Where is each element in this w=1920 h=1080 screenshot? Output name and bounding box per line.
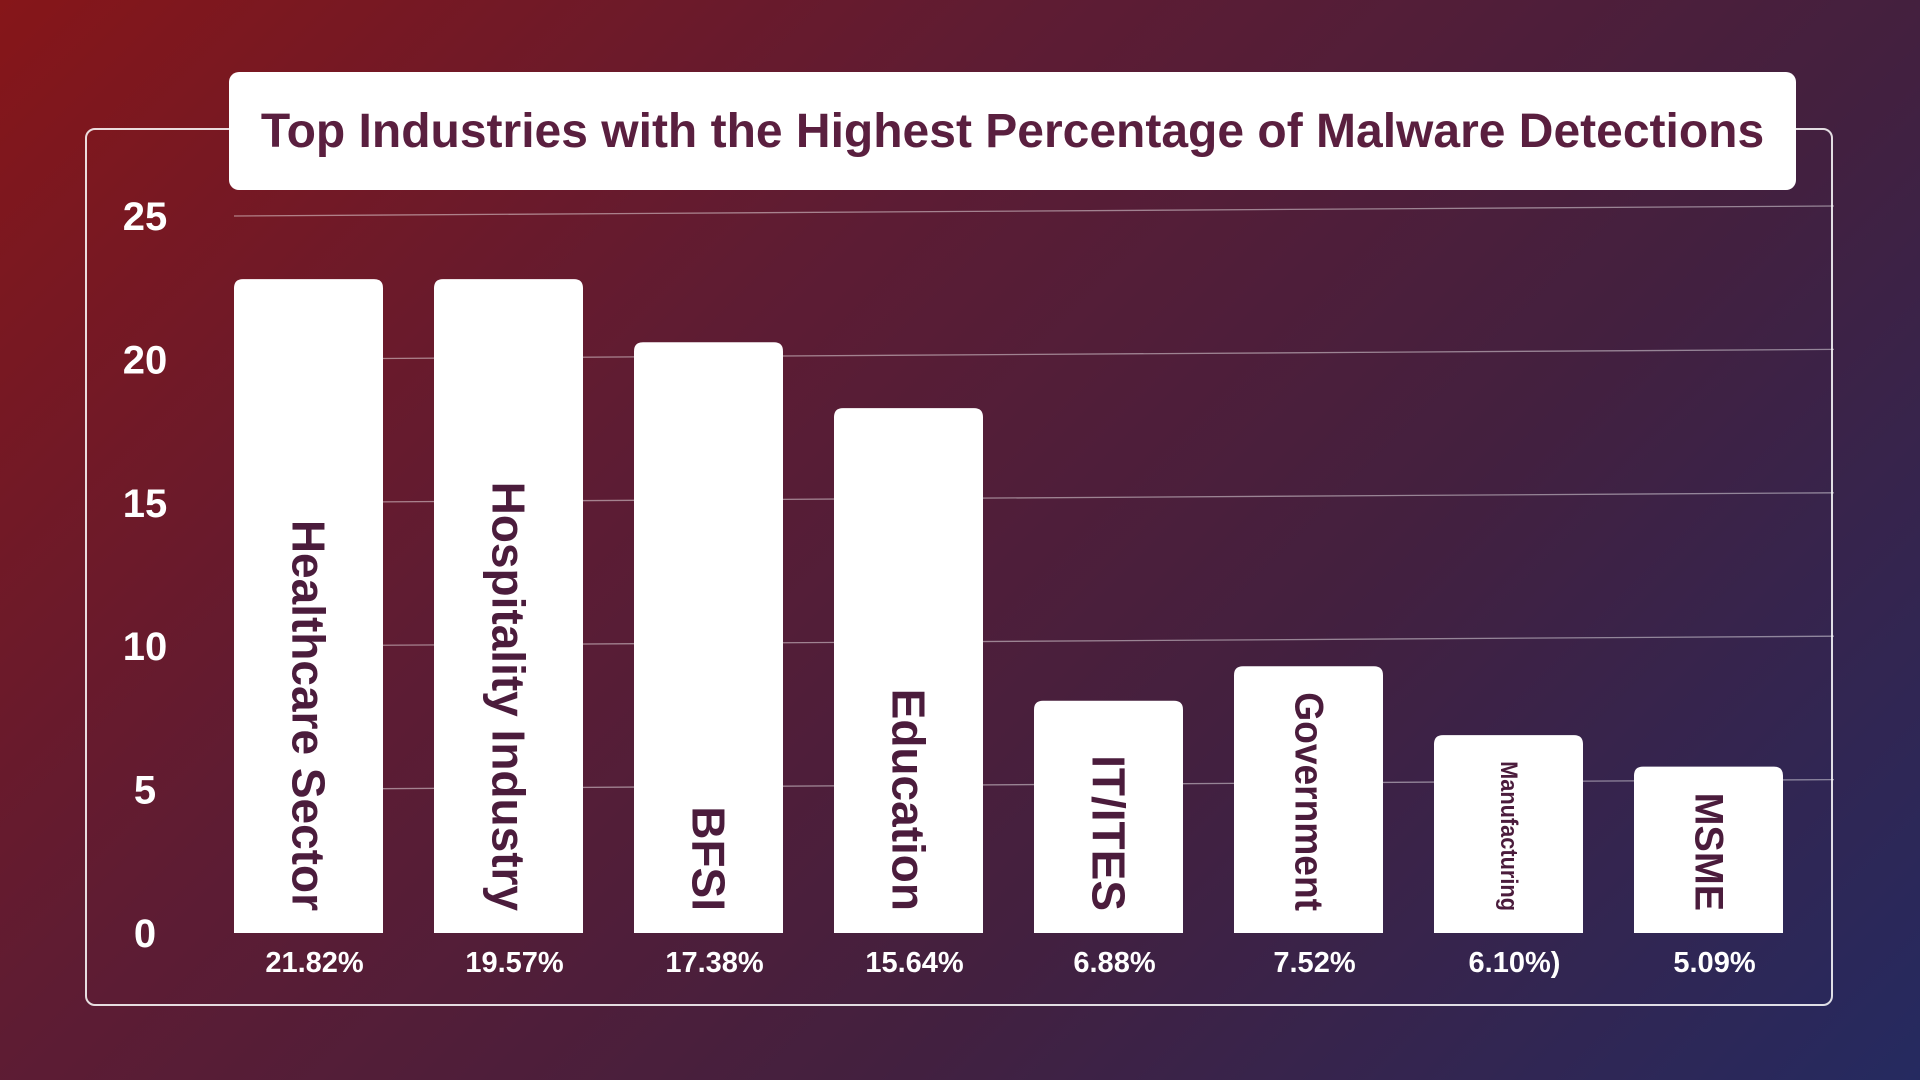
category-label: MSME bbox=[1687, 793, 1731, 911]
bar bbox=[434, 279, 583, 933]
value-label: 6.10%) bbox=[1469, 947, 1561, 979]
y-tick-label: 25 bbox=[123, 195, 168, 239]
value-label: 15.64% bbox=[865, 947, 964, 979]
y-tick-label: 15 bbox=[123, 482, 168, 526]
value-labels: 21.82% 19.57% 17.38% 15.64% 6.88% 7.52% 6.10%)… bbox=[265, 947, 1756, 979]
category-label: BFSI bbox=[683, 806, 735, 911]
bar bbox=[834, 408, 983, 933]
title-box: Top Industries with the Highest Percenta… bbox=[229, 72, 1796, 190]
value-label: 19.57% bbox=[465, 947, 564, 979]
chart-title: Top Industries with the Highest Percenta… bbox=[260, 104, 1765, 158]
bar bbox=[634, 342, 783, 933]
bar bbox=[1034, 700, 1183, 933]
category-label: Government bbox=[1287, 692, 1331, 911]
bar bbox=[1634, 766, 1783, 933]
category-label: Manufacturing bbox=[1495, 761, 1522, 911]
y-axis-ticks: 0 5 10 15 20 25 bbox=[123, 195, 168, 956]
value-label: 17.38% bbox=[665, 947, 764, 979]
value-label: 7.52% bbox=[1273, 947, 1355, 979]
bar bbox=[1234, 666, 1383, 933]
value-label: 6.88% bbox=[1073, 947, 1155, 979]
y-tick-label: 0 bbox=[134, 912, 156, 956]
bar bbox=[234, 279, 383, 933]
category-label: Education bbox=[883, 689, 935, 911]
bar bbox=[1434, 735, 1583, 933]
y-tick-label: 10 bbox=[123, 625, 168, 669]
category-label: Hospitality Industry bbox=[483, 482, 535, 912]
value-label: 21.82% bbox=[265, 947, 364, 979]
gridline bbox=[233, 205, 1835, 217]
category-label: Healthcare Sector bbox=[283, 520, 335, 911]
bars bbox=[234, 279, 1783, 933]
category-label: IT/ITES bbox=[1083, 755, 1135, 911]
y-tick-label: 5 bbox=[134, 769, 156, 813]
y-tick-label: 20 bbox=[123, 338, 168, 382]
value-label: 5.09% bbox=[1673, 947, 1755, 979]
category-labels: Healthcare Sector Hospitality Industry BFS… bbox=[283, 482, 1731, 912]
